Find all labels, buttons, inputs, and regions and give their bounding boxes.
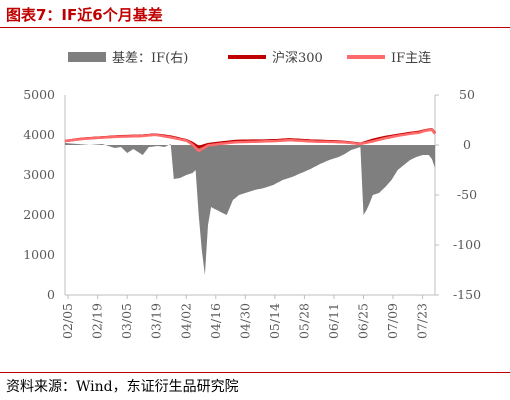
y-right-tick-label: 0 [463,137,471,152]
axes: 0 1000 2000 3000 4000 5000 50 0 -50 -100 -150 02/05… [23,87,481,339]
plot-area [64,128,436,275]
legend-swatch-basis [68,52,106,62]
x-tick-label: 04/02 [178,303,193,339]
y-right-tick-label: -50 [457,187,477,202]
x-tick-label: 05/28 [296,303,311,339]
y-right-tick-label: -100 [453,237,481,252]
legend: 基差：IF(右) 沪深300 IF主连 [68,50,431,66]
series-line-csi300 [64,128,436,149]
y-left-tick-label: 5000 [23,87,55,102]
x-tick-label: 04/16 [208,303,223,339]
title-rule [0,27,510,28]
x-tick-label: 02/05 [60,303,75,339]
x-tick-label: 05/14 [267,303,282,339]
y-left-tick-label: 2000 [23,207,55,222]
series-line-if-main [64,128,436,153]
basis-area [65,143,435,275]
x-tick-label: 04/30 [237,303,252,339]
chart-title: 图表7：IF近6个月基差 [6,6,163,24]
x-tick-label: 02/19 [90,303,105,339]
y-left-tick-label: 3000 [23,167,55,182]
footer-rule [0,372,510,373]
y-left-tick-label: 1000 [23,247,55,262]
source-note: 资料来源：Wind，东证衍生品研究院 [6,379,239,395]
x-tick-label: 03/19 [149,303,164,339]
y-right-tick-label: 50 [459,87,475,102]
legend-label-csi300: 沪深300 [272,50,323,66]
x-tick-label: 07/09 [385,303,400,339]
x-tick-label: 06/11 [326,303,341,339]
x-tick-label: 06/25 [355,303,370,339]
y-right-tick-label: -150 [453,287,481,302]
x-tick-label: 07/23 [415,303,430,339]
legend-label-basis: 基差：IF(右) [112,51,188,66]
y-left-tick-label: 0 [47,287,55,302]
y-left-tick-label: 4000 [23,127,55,142]
x-tick-label: 03/05 [119,303,134,339]
legend-label-if-main: IF主连 [391,50,431,66]
